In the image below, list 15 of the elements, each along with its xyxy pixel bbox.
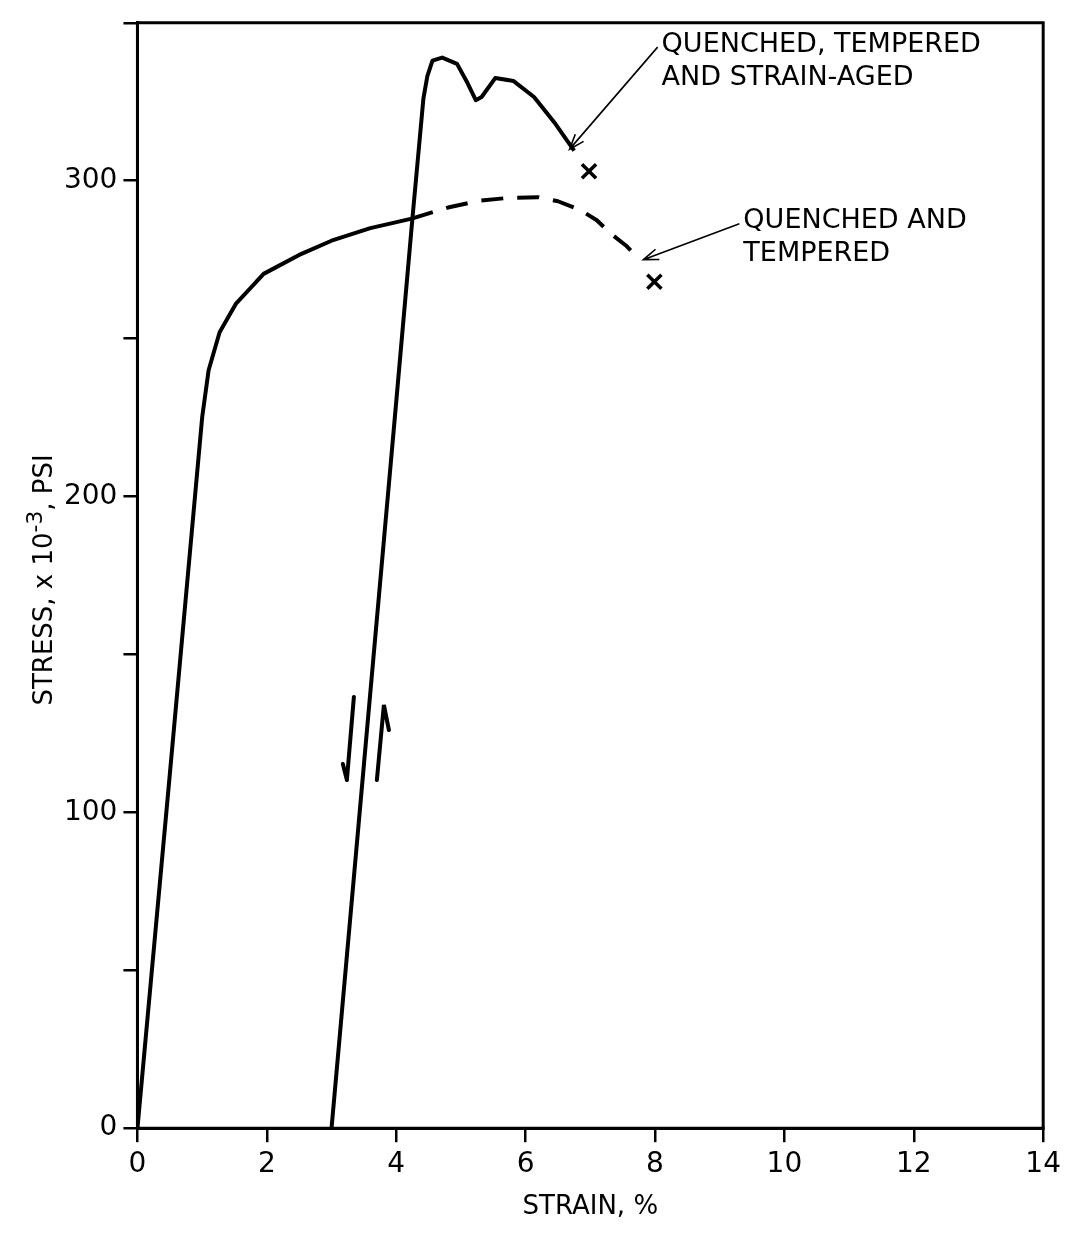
x-tick-label: 14 <box>1025 1146 1062 1180</box>
x-tick-label: 10 <box>766 1146 803 1180</box>
x-tick-label: 0 <box>128 1146 147 1180</box>
x-tick-label: 2 <box>257 1146 276 1180</box>
y-tick-label: 0 <box>99 1109 118 1143</box>
annotation: QUENCHED AND TEMPERED <box>742 203 967 268</box>
x-tick-label: 8 <box>646 1146 664 1180</box>
annotation: QUENCHED, TEMPERED AND STRAIN-AGED <box>661 26 981 91</box>
x-tick-label: 12 <box>895 1146 932 1180</box>
x-axis-title: STRAIN, % <box>522 1190 659 1221</box>
x-tick-label: 4 <box>387 1146 406 1180</box>
y-tick-label: 300 <box>63 162 118 195</box>
y-tick-label: 200 <box>63 477 118 511</box>
x-tick-label: 6 <box>516 1146 535 1180</box>
y-tick-label: 100 <box>63 793 118 827</box>
